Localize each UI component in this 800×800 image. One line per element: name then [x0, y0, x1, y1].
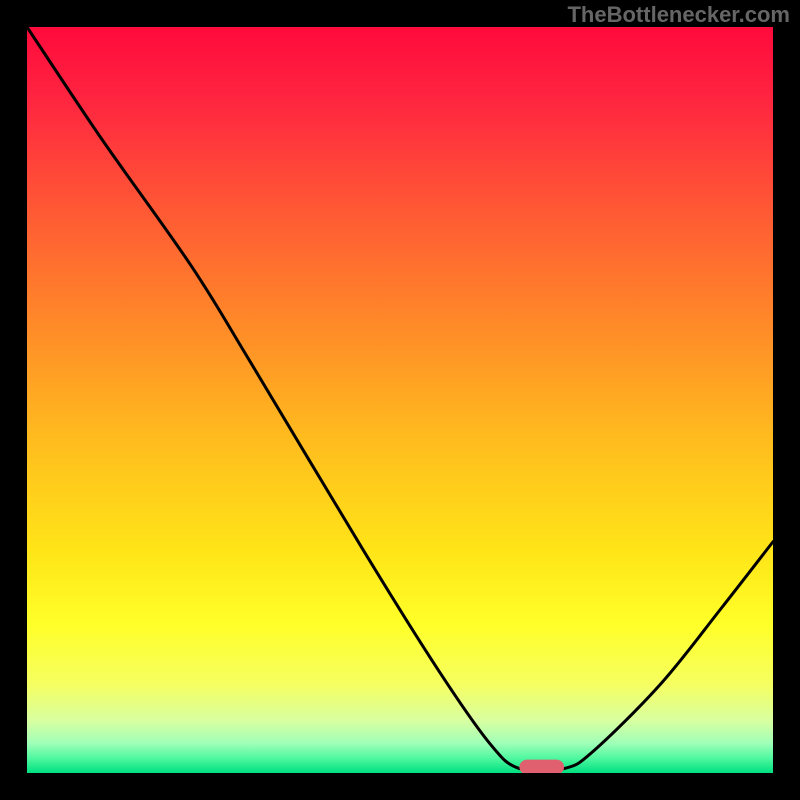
plot-area: [27, 27, 773, 773]
curve-path: [27, 27, 773, 771]
bottleneck-curve: [27, 27, 773, 773]
chart-container: TheBottlenecker.com: [0, 0, 800, 800]
watermark-text: TheBottlenecker.com: [567, 2, 790, 28]
optimal-marker: [519, 760, 564, 773]
